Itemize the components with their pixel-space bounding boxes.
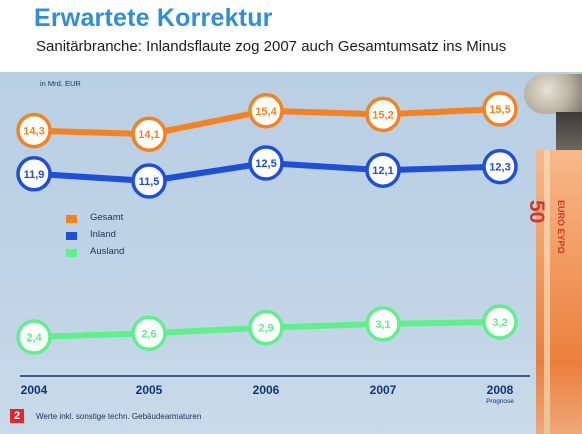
data-label-gesamt-2004: 14,3 xyxy=(23,126,44,138)
legend-label-ausland: Ausland xyxy=(90,246,125,257)
data-point-inland-2007 xyxy=(365,152,401,188)
data-label-gesamt-2007: 15,2 xyxy=(372,109,393,121)
legend-label-inland: Inland xyxy=(90,229,116,240)
coin-decoration xyxy=(524,74,582,114)
x-sublabel-2008: Prognose xyxy=(486,398,514,405)
data-label-inland-2008: 12,3 xyxy=(489,162,510,174)
data-point-gesamt-2005 xyxy=(131,116,167,152)
data-point-ausland-2005 xyxy=(131,315,167,351)
data-point-gesamt-2004 xyxy=(16,112,52,149)
data-point-gesamt-2006 xyxy=(248,93,284,129)
legend-swatch-ausland xyxy=(66,249,77,257)
data-label-ausland-2004: 2,4 xyxy=(26,332,42,344)
legend-swatch-inland xyxy=(66,232,77,240)
data-point-inland-2006 xyxy=(248,145,284,181)
data-point-gesamt-2007 xyxy=(365,96,401,133)
footnote-badge: 2 xyxy=(10,409,24,423)
data-label-gesamt-2008: 15,5 xyxy=(489,104,510,116)
data-label-ausland-2005: 2,6 xyxy=(141,328,156,340)
data-point-ausland-2007 xyxy=(365,306,401,342)
coin-stack-decoration xyxy=(556,112,582,152)
data-label-gesamt-2006: 15,4 xyxy=(255,106,277,118)
unit-label: in Mrd. EUR xyxy=(40,79,81,88)
data-label-ausland-2008: 3,2 xyxy=(492,317,507,329)
x-tick-2007: 2007 xyxy=(369,383,397,397)
data-label-gesamt-2005: 14,1 xyxy=(138,129,159,141)
data-label-inland-2004: 11,9 xyxy=(24,169,45,181)
data-point-inland-2008 xyxy=(482,148,518,185)
banknote-decoration xyxy=(536,150,582,434)
data-point-gesamt-2008 xyxy=(482,91,518,127)
data-label-inland-2006: 12,5 xyxy=(255,158,276,170)
data-label-inland-2005: 11,5 xyxy=(139,176,160,188)
banknote-stripe xyxy=(544,150,550,434)
data-label-ausland-2007: 3,1 xyxy=(375,319,390,331)
footnote-text: Werte inkl. sonstige techn. Gebäudearmat… xyxy=(36,412,202,421)
legend-swatch-gesamt xyxy=(66,215,77,223)
chart-subtitle: Sanitärbranche: Inlandsflaute zog 2007 a… xyxy=(36,38,507,55)
x-tick-2006: 2006 xyxy=(252,383,280,397)
data-point-ausland-2008 xyxy=(482,304,518,340)
chart-title: Erwartete Korrektur xyxy=(34,4,273,32)
data-point-inland-2005 xyxy=(131,163,167,199)
data-point-ausland-2004 xyxy=(16,319,52,355)
data-label-ausland-2006: 2,9 xyxy=(258,323,273,335)
data-point-inland-2004 xyxy=(16,156,52,192)
x-tick-2005: 2005 xyxy=(135,383,163,397)
chart-header: Erwartete Korrektur Sanitärbranche: Inla… xyxy=(0,0,582,72)
x-tick-2004: 2004 xyxy=(20,383,48,397)
x-tick-2008: 2008 xyxy=(486,383,514,397)
legend-label-gesamt: Gesamt xyxy=(90,212,124,223)
data-label-inland-2007: 12,1 xyxy=(372,165,393,177)
data-point-ausland-2006 xyxy=(248,309,284,346)
